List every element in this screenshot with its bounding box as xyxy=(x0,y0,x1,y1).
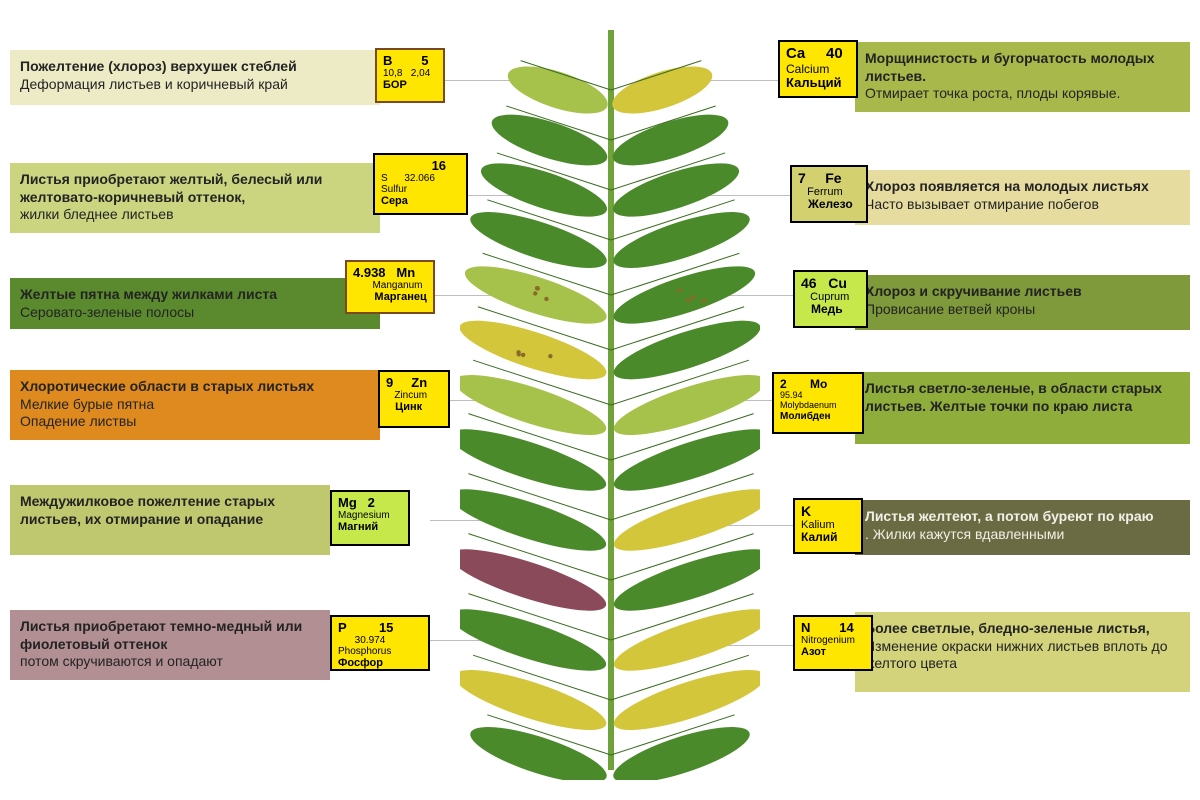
element-card-line: 9 Zn xyxy=(386,376,442,390)
element-card-line: Магний xyxy=(338,521,402,533)
deficiency-title: Пожелтение (хлороз) верхушек стеблей xyxy=(20,58,297,74)
deficiency-title: Хлоротические области в старых листьях xyxy=(20,378,314,394)
deficiency-desc: Опадение листвы xyxy=(20,413,136,429)
element-card-line: Молибден xyxy=(780,411,856,422)
deficiency-desc: Изменение окраски нижних листьев вплоть … xyxy=(865,638,1168,672)
deficiency-desc: Серовато-зеленые полосы xyxy=(20,304,194,320)
element-card-b-card: B 510,8 2,04БОР xyxy=(375,48,445,103)
element-card-line: Ca 40 xyxy=(786,46,850,63)
element-card-line: Sulfur xyxy=(381,184,460,195)
plant-illustration xyxy=(460,20,760,780)
element-card-p-card: P 15 30.974PhosphorusФосфор xyxy=(330,615,430,671)
element-card-line: Nitrogenium xyxy=(801,635,865,646)
element-card-line: Азот xyxy=(801,646,865,658)
deficiency-title: Междужилковое пожелтение старых листьев,… xyxy=(20,493,275,527)
element-card-line: S 32.066 xyxy=(381,173,460,184)
deficiency-desc: потом скручиваются и опадают xyxy=(20,653,223,669)
element-card-zn-card: 9 Zn Zincum Цинк xyxy=(378,370,450,428)
deficiency-box-mo: Листья светло-зеленые, в области старых … xyxy=(855,372,1190,444)
element-card-cu-card: 46 Cu Cuprum Медь xyxy=(793,270,868,328)
deficiency-desc: Мелкие бурые пятна xyxy=(20,396,154,412)
deficiency-box-mn: Желтые пятна между жилками листа Серовато… xyxy=(10,278,380,329)
element-card-line: Molybdaenum xyxy=(780,401,856,411)
element-card-line: Zincum xyxy=(386,390,442,401)
element-card-line: Медь xyxy=(801,303,860,316)
element-card-line: N 14 xyxy=(801,621,865,635)
deficiency-title: Морщинистость и бугорчатость молодых лис… xyxy=(865,50,1155,84)
element-card-line: Manganum xyxy=(353,280,427,291)
element-card-fe-card: 7 Fe Ferrum Железо xyxy=(790,165,868,223)
deficiency-box-n: Более светлые, бледно-зеленые листья, Из… xyxy=(855,612,1190,692)
element-card-line: Фосфор xyxy=(338,657,422,669)
deficiency-box-fe: Хлороз появляется на молодых листьях Част… xyxy=(855,170,1190,225)
deficiency-box-k: Листья желтеют, а потом буреют по краю . … xyxy=(855,500,1190,555)
element-card-line: БОР xyxy=(383,79,437,91)
element-card-line: 46 Cu xyxy=(801,276,860,291)
element-card-line: 4.938 Mn xyxy=(353,266,427,280)
element-card-line: 7 Fe xyxy=(798,171,860,186)
element-card-line: Марганец xyxy=(353,291,427,303)
element-card-line: Цинк xyxy=(386,401,442,413)
deficiency-title: Листья желтеют, а потом буреют по краю xyxy=(865,508,1154,524)
element-card-line: 30.974 xyxy=(338,635,422,646)
deficiency-title: Хлороз появляется на молодых листьях xyxy=(865,178,1149,194)
element-card-line: Калий xyxy=(801,531,855,544)
element-card-line: Phosphorus xyxy=(338,646,422,657)
element-card-mn-card: 4.938 Mn Manganum Марганец xyxy=(345,260,435,314)
deficiency-desc: Отмирает точка роста, плоды корявые. xyxy=(865,85,1120,101)
deficiency-title: Листья приобретают темно-медный или фиол… xyxy=(20,618,302,652)
deficiency-desc: Часто вызывает отмирание побегов xyxy=(865,196,1099,212)
element-card-s-card: 16S 32.066SulfurСера xyxy=(373,153,468,215)
element-card-mo-card: 2 Mo95.94MolybdaenumМолибден xyxy=(772,372,864,434)
element-card-line: Железо xyxy=(798,198,860,211)
element-card-line: 16 xyxy=(381,159,460,173)
deficiency-box-mg: Междужилковое пожелтение старых листьев,… xyxy=(10,485,330,555)
element-card-ca-card: Ca 40CalciumКальций xyxy=(778,40,858,98)
deficiency-title: Желтые пятна между жилками листа xyxy=(20,286,277,302)
deficiency-box-zn: Хлоротические области в старых листьях Ме… xyxy=(10,370,380,440)
element-card-line: Сера xyxy=(381,195,460,207)
element-card-line: Mg 2 xyxy=(338,496,402,510)
element-card-k-card: KKaliumКалий xyxy=(793,498,863,554)
deficiency-desc: Провисание ветвей кроны xyxy=(865,301,1035,317)
element-card-line: Magnesium xyxy=(338,510,402,521)
deficiency-box-s: Листья приобретают желтый, белесый или ж… xyxy=(10,163,380,233)
deficiency-box-b: Пожелтение (хлороз) верхушек стеблей Дефо… xyxy=(10,50,380,105)
deficiency-desc: Деформация листьев и коричневый край xyxy=(20,76,288,92)
element-card-line: 10,8 2,04 xyxy=(383,68,437,79)
deficiency-title: Листья светло-зеленые, в области старых … xyxy=(865,380,1162,414)
element-card-line: K xyxy=(801,504,855,519)
element-card-line: Calcium xyxy=(786,63,850,76)
element-card-mg-card: Mg 2MagnesiumМагний xyxy=(330,490,410,546)
deficiency-box-cu: Хлороз и скручивание листьев Провисание в… xyxy=(855,275,1190,330)
element-card-line: P 15 xyxy=(338,621,422,635)
deficiency-box-p: Листья приобретают темно-медный или фиол… xyxy=(10,610,330,680)
deficiency-desc: жилки бледнее листьев xyxy=(20,206,174,222)
element-card-line: Кальций xyxy=(786,76,850,90)
element-card-line: B 5 xyxy=(383,54,437,68)
deficiency-desc: . Жилки кажутся вдавленными xyxy=(865,526,1064,542)
deficiency-box-ca: Морщинистость и бугорчатость молодых лис… xyxy=(855,42,1190,112)
deficiency-title: Более светлые, бледно-зеленые листья, xyxy=(865,620,1150,636)
deficiency-title: Листья приобретают желтый, белесый или ж… xyxy=(20,171,322,205)
element-card-n-card: N 14NitrogeniumАзот xyxy=(793,615,873,671)
deficiency-title: Хлороз и скручивание листьев xyxy=(865,283,1082,299)
